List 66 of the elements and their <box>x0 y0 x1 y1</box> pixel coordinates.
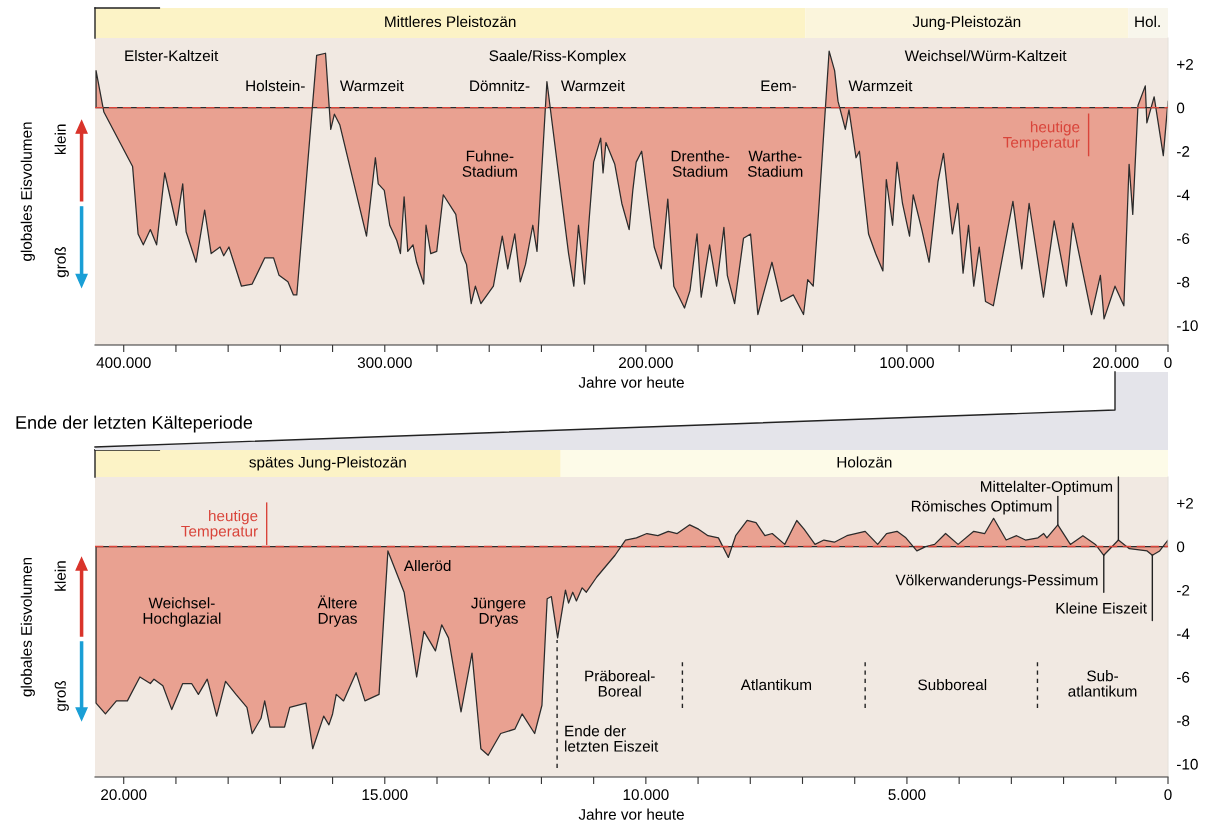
text: groß <box>54 680 69 712</box>
text: Jung-Pleistozän <box>912 15 1021 31</box>
annotation: Saale/Riss-Komplex <box>489 49 627 65</box>
y-tick-label: -6 <box>1177 233 1190 244</box>
x-tick-label: 0 <box>1164 789 1172 801</box>
x-tick-label: 20.000 <box>1093 357 1139 369</box>
annotation: Jüngere Dryas <box>471 597 526 627</box>
annotation: Weichsel- Hochglazial <box>143 597 221 627</box>
x-axis-title: Jahre vor heute <box>578 376 684 388</box>
chart-title: Ende der letzten Kälteperiode <box>16 415 253 433</box>
annotation: Warmzeit <box>560 80 625 92</box>
text: Hol. <box>1135 15 1160 28</box>
annotation: Ältere Dryas <box>317 595 357 627</box>
text: Holozän <box>837 456 892 468</box>
annotation: Mittelalter-Optimum <box>981 480 1113 495</box>
x-tick-label: 20.000 <box>101 789 147 801</box>
x-axis-title: Jahre vor heute <box>578 808 684 820</box>
x-tick-label: 400.000 <box>96 357 151 369</box>
x-tick-label: 15.000 <box>362 789 408 801</box>
annotation: Atlantikum <box>740 678 812 691</box>
annotation: Subboreal <box>918 678 987 691</box>
x-tick-label: 100.000 <box>880 357 934 369</box>
text: klein <box>54 561 66 591</box>
y-tick-label: -10 <box>1177 320 1198 332</box>
annotation: Römisches Optimum <box>911 500 1052 515</box>
y-tick-label: +2 <box>1177 59 1193 70</box>
y-tick-label: -6 <box>1177 671 1190 683</box>
annotation: Alleröd <box>403 559 451 572</box>
x-tick-label: 5.000 <box>888 789 926 801</box>
annotation: Weichsel/Würm-Kaltzeit <box>904 49 1067 62</box>
y-tick-label: -4 <box>1177 189 1190 201</box>
y-axis-title: globales Eisvolumen <box>20 557 35 697</box>
annotation: Warmzeit <box>848 80 913 92</box>
y-tick-label: -8 <box>1177 276 1190 288</box>
annotation: Völkerwanderungs-Pessimum <box>895 574 1098 589</box>
annotation: Elster-Kaltzeit <box>125 49 219 62</box>
text: spätes Jung-Pleistozän <box>249 456 406 471</box>
annotation: Fuhne- Stadium <box>462 150 517 177</box>
y-tick-label: -2 <box>1177 146 1190 157</box>
annotation: Dömnitz- <box>470 80 530 92</box>
ref-line-label: Ende der letzten Eiszeit <box>565 725 659 752</box>
x-tick-label: 200.000 <box>619 357 673 369</box>
annotation: Warmzeit <box>339 80 404 92</box>
y-tick-label: 0 <box>1176 541 1185 553</box>
annotation: Sub- atlantikum <box>1068 670 1137 697</box>
x-tick-label: 10.000 <box>623 789 669 801</box>
annotation: Holstein- <box>246 80 305 92</box>
y-tick-label: -8 <box>1177 715 1190 727</box>
y-axis-title: globales Eisvolumen <box>20 122 35 261</box>
annotation: Kleine Eiszeit <box>1056 602 1147 614</box>
annotation: Eem- <box>761 80 797 92</box>
y-tick-label: 0 <box>1176 102 1185 114</box>
x-tick-label: 300.000 <box>357 357 412 369</box>
y-tick-label: -2 <box>1177 584 1190 596</box>
x-tick-label: 0 <box>1164 357 1172 369</box>
ref-line-label: heutige Temperatur <box>1003 121 1080 151</box>
annotation: Präboreal- Boreal <box>585 670 655 697</box>
text: groß <box>54 247 69 278</box>
text: Mittleres Pleistozän <box>385 15 516 28</box>
y-tick-label: -10 <box>1177 758 1198 770</box>
text: klein <box>54 124 66 154</box>
annotation: Warthe- Stadium <box>747 150 803 177</box>
y-tick-label: +2 <box>1177 497 1193 509</box>
annotation: Drenthe- Stadium <box>671 150 730 177</box>
y-tick-label: -4 <box>1177 628 1190 640</box>
ref-line-label: heutige Temperatur <box>181 510 258 540</box>
